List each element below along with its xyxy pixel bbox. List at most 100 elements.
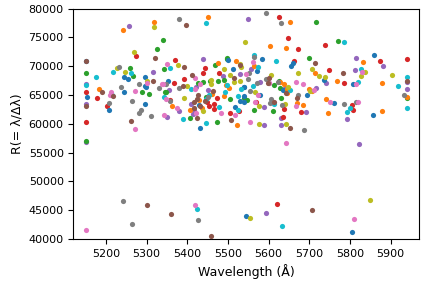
Point — [281, 102, 288, 106]
Point — [243, 214, 250, 219]
Point — [240, 85, 247, 89]
Point — [322, 97, 329, 101]
Point — [82, 139, 89, 144]
Point — [231, 80, 238, 85]
Point — [109, 93, 116, 98]
Point — [343, 117, 350, 122]
Point — [131, 50, 138, 54]
Point — [162, 96, 169, 101]
Point — [150, 25, 157, 30]
Point — [211, 102, 218, 106]
Point — [160, 95, 167, 99]
Point — [193, 116, 200, 121]
Point — [256, 122, 263, 126]
Point — [131, 88, 138, 93]
Point — [143, 202, 150, 207]
Point — [282, 91, 289, 95]
Point — [242, 39, 249, 44]
Point — [201, 66, 208, 71]
Point — [400, 93, 407, 98]
Point — [191, 108, 197, 113]
Point — [267, 100, 274, 105]
Point — [180, 116, 187, 121]
Point — [284, 36, 291, 40]
Point — [251, 108, 257, 113]
Point — [161, 113, 168, 117]
Point — [166, 98, 173, 103]
Point — [246, 120, 253, 125]
Point — [321, 78, 327, 82]
Point — [103, 104, 110, 109]
Point — [205, 104, 212, 108]
Point — [128, 119, 135, 124]
Point — [193, 111, 200, 116]
Point — [129, 74, 136, 78]
Point — [283, 45, 289, 50]
Point — [286, 126, 293, 130]
Point — [163, 62, 170, 67]
Point — [216, 70, 222, 75]
Point — [255, 104, 262, 108]
Point — [284, 86, 291, 91]
Point — [96, 86, 103, 91]
Point — [226, 86, 233, 90]
Point — [181, 65, 188, 69]
Point — [203, 100, 210, 105]
Point — [341, 39, 348, 44]
Point — [82, 58, 89, 63]
Y-axis label: R(= λ/Δλ): R(= λ/Δλ) — [10, 94, 23, 154]
Point — [235, 108, 242, 113]
Point — [294, 71, 301, 75]
Point — [203, 20, 210, 25]
Point — [246, 215, 253, 220]
Point — [298, 109, 305, 114]
Point — [403, 96, 410, 101]
Point — [323, 80, 330, 85]
Point — [283, 141, 289, 145]
Point — [163, 115, 170, 120]
Point — [280, 81, 287, 86]
Point — [403, 79, 410, 84]
Point — [196, 97, 203, 102]
Point — [165, 79, 172, 83]
Point — [211, 107, 218, 111]
Point — [120, 198, 127, 203]
Point — [198, 105, 205, 110]
Point — [82, 104, 89, 108]
Point — [351, 67, 358, 72]
Point — [205, 87, 212, 92]
Point — [213, 96, 220, 100]
Point — [303, 93, 310, 97]
Point — [311, 88, 318, 92]
Point — [106, 101, 113, 105]
Point — [197, 103, 203, 108]
Point — [192, 84, 199, 89]
Point — [228, 118, 235, 123]
Point — [267, 97, 274, 101]
Point — [189, 111, 196, 116]
Point — [403, 106, 410, 111]
Point — [179, 83, 186, 88]
Point — [294, 101, 301, 105]
Point — [136, 111, 143, 115]
Point — [161, 67, 168, 72]
Point — [191, 202, 198, 207]
Point — [98, 90, 105, 94]
Point — [210, 89, 216, 94]
Point — [256, 93, 263, 97]
Point — [220, 67, 227, 71]
Point — [276, 15, 283, 20]
Point — [278, 96, 285, 100]
Point — [265, 75, 272, 80]
Point — [278, 21, 285, 25]
Point — [221, 90, 228, 94]
Point — [203, 95, 210, 100]
Point — [246, 88, 253, 93]
Point — [256, 79, 263, 84]
Point — [350, 216, 357, 221]
Point — [93, 96, 100, 101]
Point — [321, 74, 328, 79]
Point — [187, 115, 194, 120]
Point — [251, 90, 258, 94]
Point — [273, 201, 280, 206]
